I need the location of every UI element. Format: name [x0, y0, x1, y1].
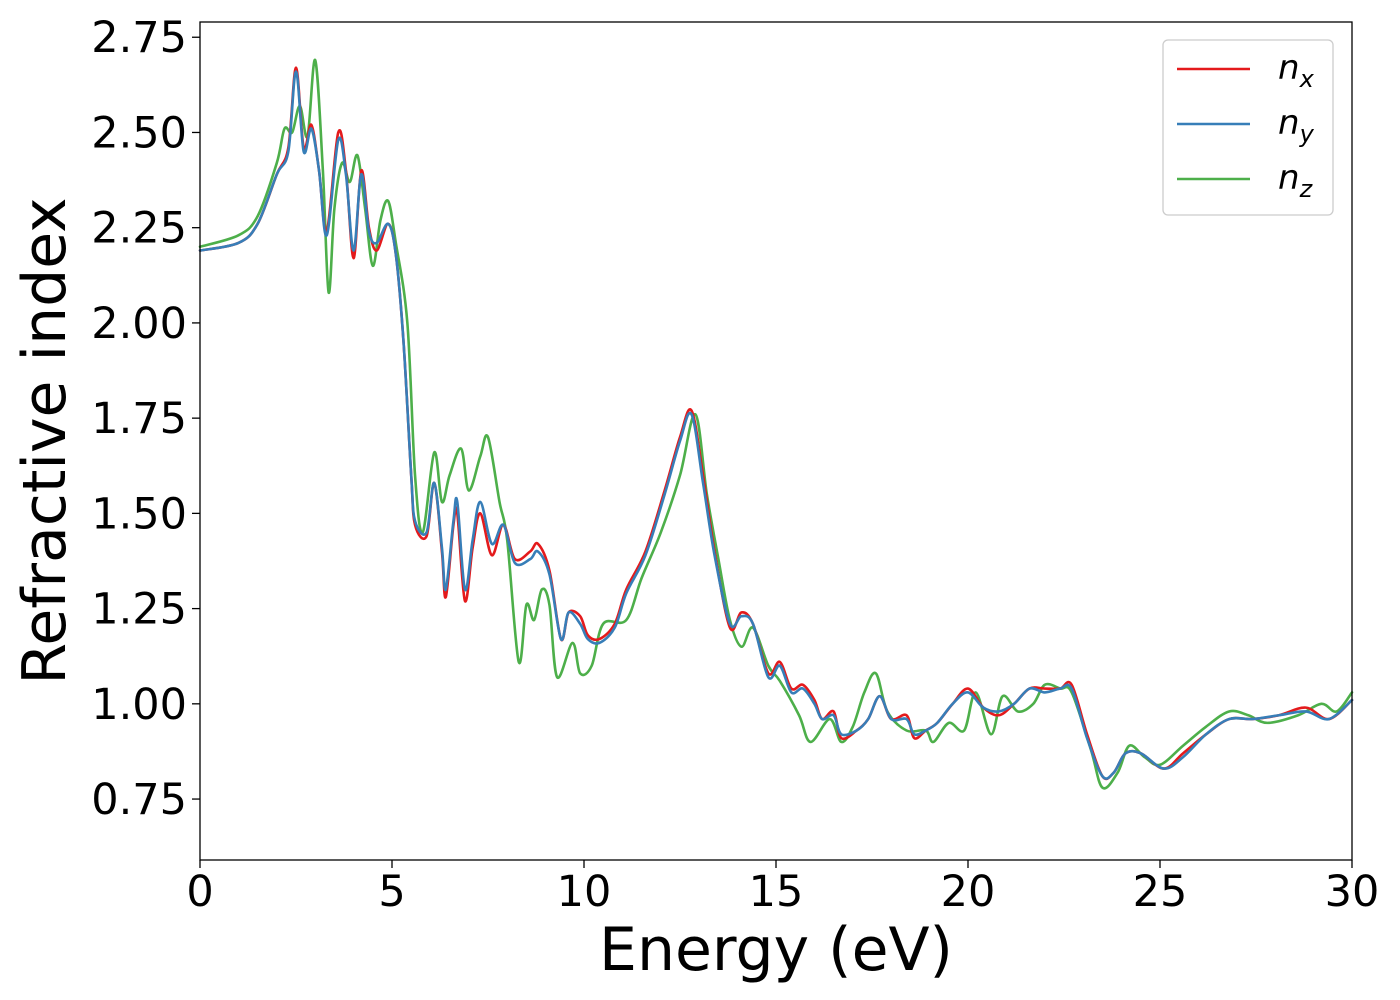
y-tick-label: 2.00 [91, 299, 187, 349]
plot-background [200, 22, 1352, 860]
x-tick-label: 0 [186, 867, 213, 917]
series-line-n-y [198, 70, 1354, 780]
legend-label-z: nz [1278, 158, 1314, 203]
legend-label-y: ny [1278, 103, 1315, 148]
y-axis-ticks: 0.75 1.00 1.25 1.50 1.75 2.00 2.25 2.50 2.75 [91, 13, 200, 825]
y-tick-label: 1.00 [91, 680, 187, 730]
x-tick-label: 20 [941, 867, 996, 917]
legend-items: nx ny nz [1177, 48, 1315, 203]
y-tick-label: 1.75 [91, 394, 187, 444]
x-tick-label: 15 [749, 867, 804, 917]
legend: nx ny nz [1162, 39, 1334, 216]
y-tick-label: 2.25 [91, 204, 187, 254]
series-line-n-z [198, 58, 1354, 790]
series-layer [198, 58, 1354, 790]
x-tick-label: 5 [378, 867, 405, 917]
legend-label-x: nx [1278, 48, 1315, 93]
y-axis-label: Refractive index [10, 197, 80, 684]
y-tick-label: 2.50 [91, 108, 187, 158]
y-tick-label: 0.75 [91, 775, 187, 825]
x-tick-label: 10 [557, 867, 612, 917]
x-tick-label: 30 [1325, 867, 1380, 917]
x-axis-ticks: 0 5 10 15 20 25 30 [186, 860, 1379, 917]
x-tick-label: 25 [1133, 867, 1188, 917]
legend-box [1162, 39, 1334, 216]
y-tick-label: 1.50 [91, 489, 187, 539]
y-tick-label: 2.75 [91, 13, 187, 63]
y-tick-label: 1.25 [91, 585, 187, 635]
x-axis-label: Energy (eV) [599, 915, 953, 985]
